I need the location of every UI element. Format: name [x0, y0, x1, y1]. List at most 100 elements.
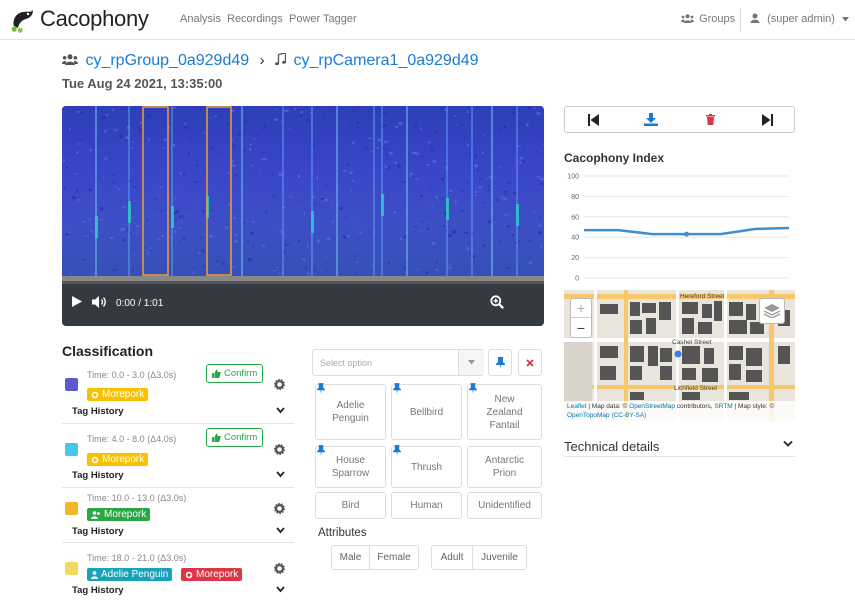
- confirm-button[interactable]: Confirm: [206, 364, 264, 383]
- cacophony-logo-icon[interactable]: [8, 4, 38, 34]
- tag-button-thrush[interactable]: Thrush: [391, 445, 462, 488]
- technical-details-toggle[interactable]: Technical details: [564, 431, 795, 457]
- device-link[interactable]: cy_rpCamera1_0a929d49: [293, 52, 479, 69]
- spectrogram-noise: [430, 149, 435, 151]
- attribute-adult-button[interactable]: Adult: [431, 545, 473, 570]
- confirm-button[interactable]: Confirm: [206, 428, 264, 447]
- attribute-male-button[interactable]: Male: [331, 545, 370, 570]
- spectrogram-noise: [231, 164, 236, 167]
- spectrogram-call: [311, 211, 314, 233]
- location-map[interactable]: Hereford Street Cashel Street Lichfield …: [564, 290, 795, 421]
- chevron-down-icon[interactable]: [276, 586, 285, 593]
- chevron-down-icon[interactable]: [276, 471, 285, 478]
- track-color-swatch: [65, 562, 78, 575]
- spectrogram-noise: [304, 266, 307, 269]
- nav-link-power-tagger[interactable]: Power Tagger: [289, 13, 357, 25]
- tag-button-unidentified[interactable]: Unidentified: [467, 492, 542, 519]
- tag-button-adelie-penguin[interactable]: Adelie Penguin: [315, 383, 386, 440]
- spectrogram-noise: [259, 171, 262, 173]
- attribute-juvenile-button[interactable]: Juvenile: [472, 545, 527, 570]
- spectrogram-noise: [445, 229, 447, 232]
- chevron-down-icon[interactable]: [276, 407, 285, 414]
- tag-history-label[interactable]: Tag History: [72, 526, 124, 537]
- spectrogram[interactable]: [62, 106, 544, 276]
- track-options-gear-icon[interactable]: [274, 503, 285, 514]
- nav-link-recordings[interactable]: Recordings: [227, 13, 283, 25]
- spectrogram-noise: [76, 151, 79, 154]
- gear-icon: [91, 456, 99, 463]
- classification-row: Time: 10.0 - 13.0 (Δ3.0s) Morepork Tag H…: [62, 488, 294, 543]
- spectrogram-noise: [449, 189, 453, 192]
- track-options-gear-icon[interactable]: [274, 379, 285, 390]
- spectrogram-noise: [178, 215, 181, 219]
- tag-button-house-sparrow[interactable]: House Sparrow: [315, 445, 386, 488]
- pin-icon: [393, 383, 401, 394]
- tag-history-label[interactable]: Tag History: [72, 585, 124, 596]
- tag-button-human[interactable]: Human: [391, 492, 462, 519]
- music-note-icon: [275, 52, 287, 66]
- srtm-link[interactable]: SRTM: [714, 403, 733, 410]
- delete-button[interactable]: [681, 107, 739, 132]
- track-options-gear-icon[interactable]: [274, 563, 285, 574]
- attribute-female-button[interactable]: Female: [369, 545, 419, 570]
- nav-groups-link[interactable]: Groups: [681, 13, 735, 25]
- pin-tag-button[interactable]: [488, 349, 512, 376]
- spectrogram-noise: [119, 135, 123, 138]
- spectrogram-noise: [207, 188, 209, 190]
- spectrogram-noise: [153, 215, 156, 217]
- users-icon: [91, 510, 100, 519]
- next-recording-button[interactable]: [739, 107, 796, 132]
- spectrogram-noise: [242, 223, 245, 225]
- spectrogram-noise: [251, 221, 255, 223]
- opentopomap-link[interactable]: OpenTopoMap: [567, 412, 610, 419]
- map-zoom-in-button[interactable]: +: [571, 299, 591, 318]
- track-options-gear-icon[interactable]: [274, 444, 285, 455]
- spectrogram-noise: [464, 136, 466, 140]
- spectrogram-noise: [398, 122, 403, 125]
- pin-icon: [495, 356, 505, 369]
- spectrogram-noise: [442, 196, 444, 200]
- map-zoom-out-button[interactable]: −: [576, 319, 586, 336]
- brand-name[interactable]: Cacophony: [40, 6, 149, 31]
- nav-divider: [740, 8, 741, 32]
- zoom-in-icon[interactable]: [490, 295, 504, 309]
- nav-user-menu[interactable]: (super admin): [750, 13, 849, 25]
- spectrogram-noise: [198, 106, 202, 109]
- spectrogram-noise: [283, 251, 286, 254]
- tag-select-dropdown[interactable]: Select option: [312, 349, 484, 376]
- user-label: (super admin): [767, 13, 835, 25]
- previous-recording-button[interactable]: [565, 107, 622, 132]
- nav-link-analysis[interactable]: Analysis: [180, 13, 221, 25]
- classification-row: Time: 4.0 - 8.0 (Δ4.0s) Morepork Confirm…: [62, 424, 294, 488]
- dropdown-arrow-icon[interactable]: [458, 350, 484, 375]
- spectrogram-noise: [226, 223, 228, 226]
- license-link[interactable]: (CC-BY-SA): [609, 412, 647, 419]
- spectrogram-noise: [132, 232, 135, 234]
- chevron-down-icon[interactable]: [276, 527, 285, 534]
- tag-button-bird[interactable]: Bird: [315, 492, 386, 519]
- spectrogram-noise: [342, 170, 347, 172]
- tag-history-label[interactable]: Tag History: [72, 406, 124, 417]
- play-button[interactable]: [72, 296, 82, 310]
- spectrogram-noise: [233, 173, 237, 177]
- tag-button-new-zealand-fantail[interactable]: New Zealand Fantail: [467, 383, 542, 440]
- osm-link[interactable]: OpenStreetMap: [629, 403, 676, 410]
- groups-icon: [681, 14, 694, 23]
- spectrogram-noise: [420, 128, 422, 131]
- map-layers-button[interactable]: [759, 298, 785, 324]
- spectrogram-noise: [427, 215, 430, 218]
- chart-y-tick-label: 0: [575, 276, 579, 283]
- spectrogram-noise: [253, 138, 256, 140]
- group-link[interactable]: cy_rpGroup_0a929d49: [85, 52, 250, 69]
- progress-track[interactable]: [62, 276, 544, 281]
- spectrogram-noise: [325, 184, 327, 187]
- tag-history-label[interactable]: Tag History: [72, 470, 124, 481]
- download-button[interactable]: [622, 107, 680, 132]
- spectrogram-noise: [475, 154, 477, 158]
- leaflet-link[interactable]: Leaflet: [567, 403, 587, 410]
- tag-label: Morepork: [102, 454, 145, 465]
- tag-button-antarctic-prion[interactable]: Antarctic Prion: [467, 446, 542, 488]
- clear-tag-button[interactable]: [518, 349, 542, 376]
- tag-button-bellbird[interactable]: Bellbird: [391, 383, 462, 440]
- volume-icon[interactable]: [92, 295, 108, 309]
